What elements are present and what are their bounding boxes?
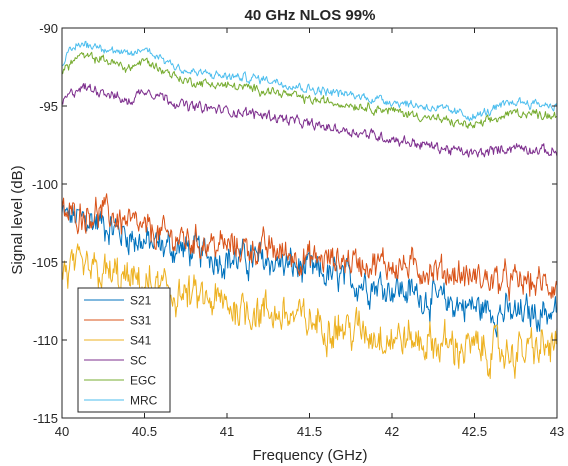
legend-label-s31: S31 [130,314,152,328]
y-tick-label: -90 [39,21,58,36]
y-tick-label: -95 [39,99,58,114]
x-tick-label: 41 [220,424,234,439]
x-tick-label: 43 [550,424,564,439]
legend-label-s41: S41 [130,334,152,348]
x-tick-label: 40 [55,424,69,439]
series-line-mrc [62,40,557,122]
legend: S21 S31 S41 SC EGC MRC [77,287,171,413]
x-tick-label: 41.5 [297,424,322,439]
series-line-egc [62,51,557,129]
x-tick-label: 40.5 [132,424,157,439]
y-tick-label: -100 [32,177,58,192]
legend-label-egc: EGC [130,374,156,388]
x-tick-label: 42.5 [462,424,487,439]
y-tick-label: -115 [33,411,58,426]
series-line-s41 [62,243,557,379]
x-axis-label: Frequency (GHz) [252,447,367,464]
y-tick-label: -110 [33,333,58,348]
series-lines [62,40,557,379]
plot-area: 40 40.5 41 41.5 42 42.5 43 -90 -95 -100 -105 -110 -1… [32,21,564,439]
legend-label-sc: SC [130,354,147,368]
y-axis-label: Signal level (dB) [9,165,26,274]
y-tick-label: -105 [32,255,58,270]
series-line-sc [62,83,557,158]
legend-box [77,287,171,413]
chart-title: 40 GHz NLOS 99% [245,7,376,24]
legend-label-s21: S21 [130,294,152,308]
x-tick-label: 42 [385,424,399,439]
series-line-s31 [62,193,557,302]
legend-label-mrc: MRC [130,394,158,408]
